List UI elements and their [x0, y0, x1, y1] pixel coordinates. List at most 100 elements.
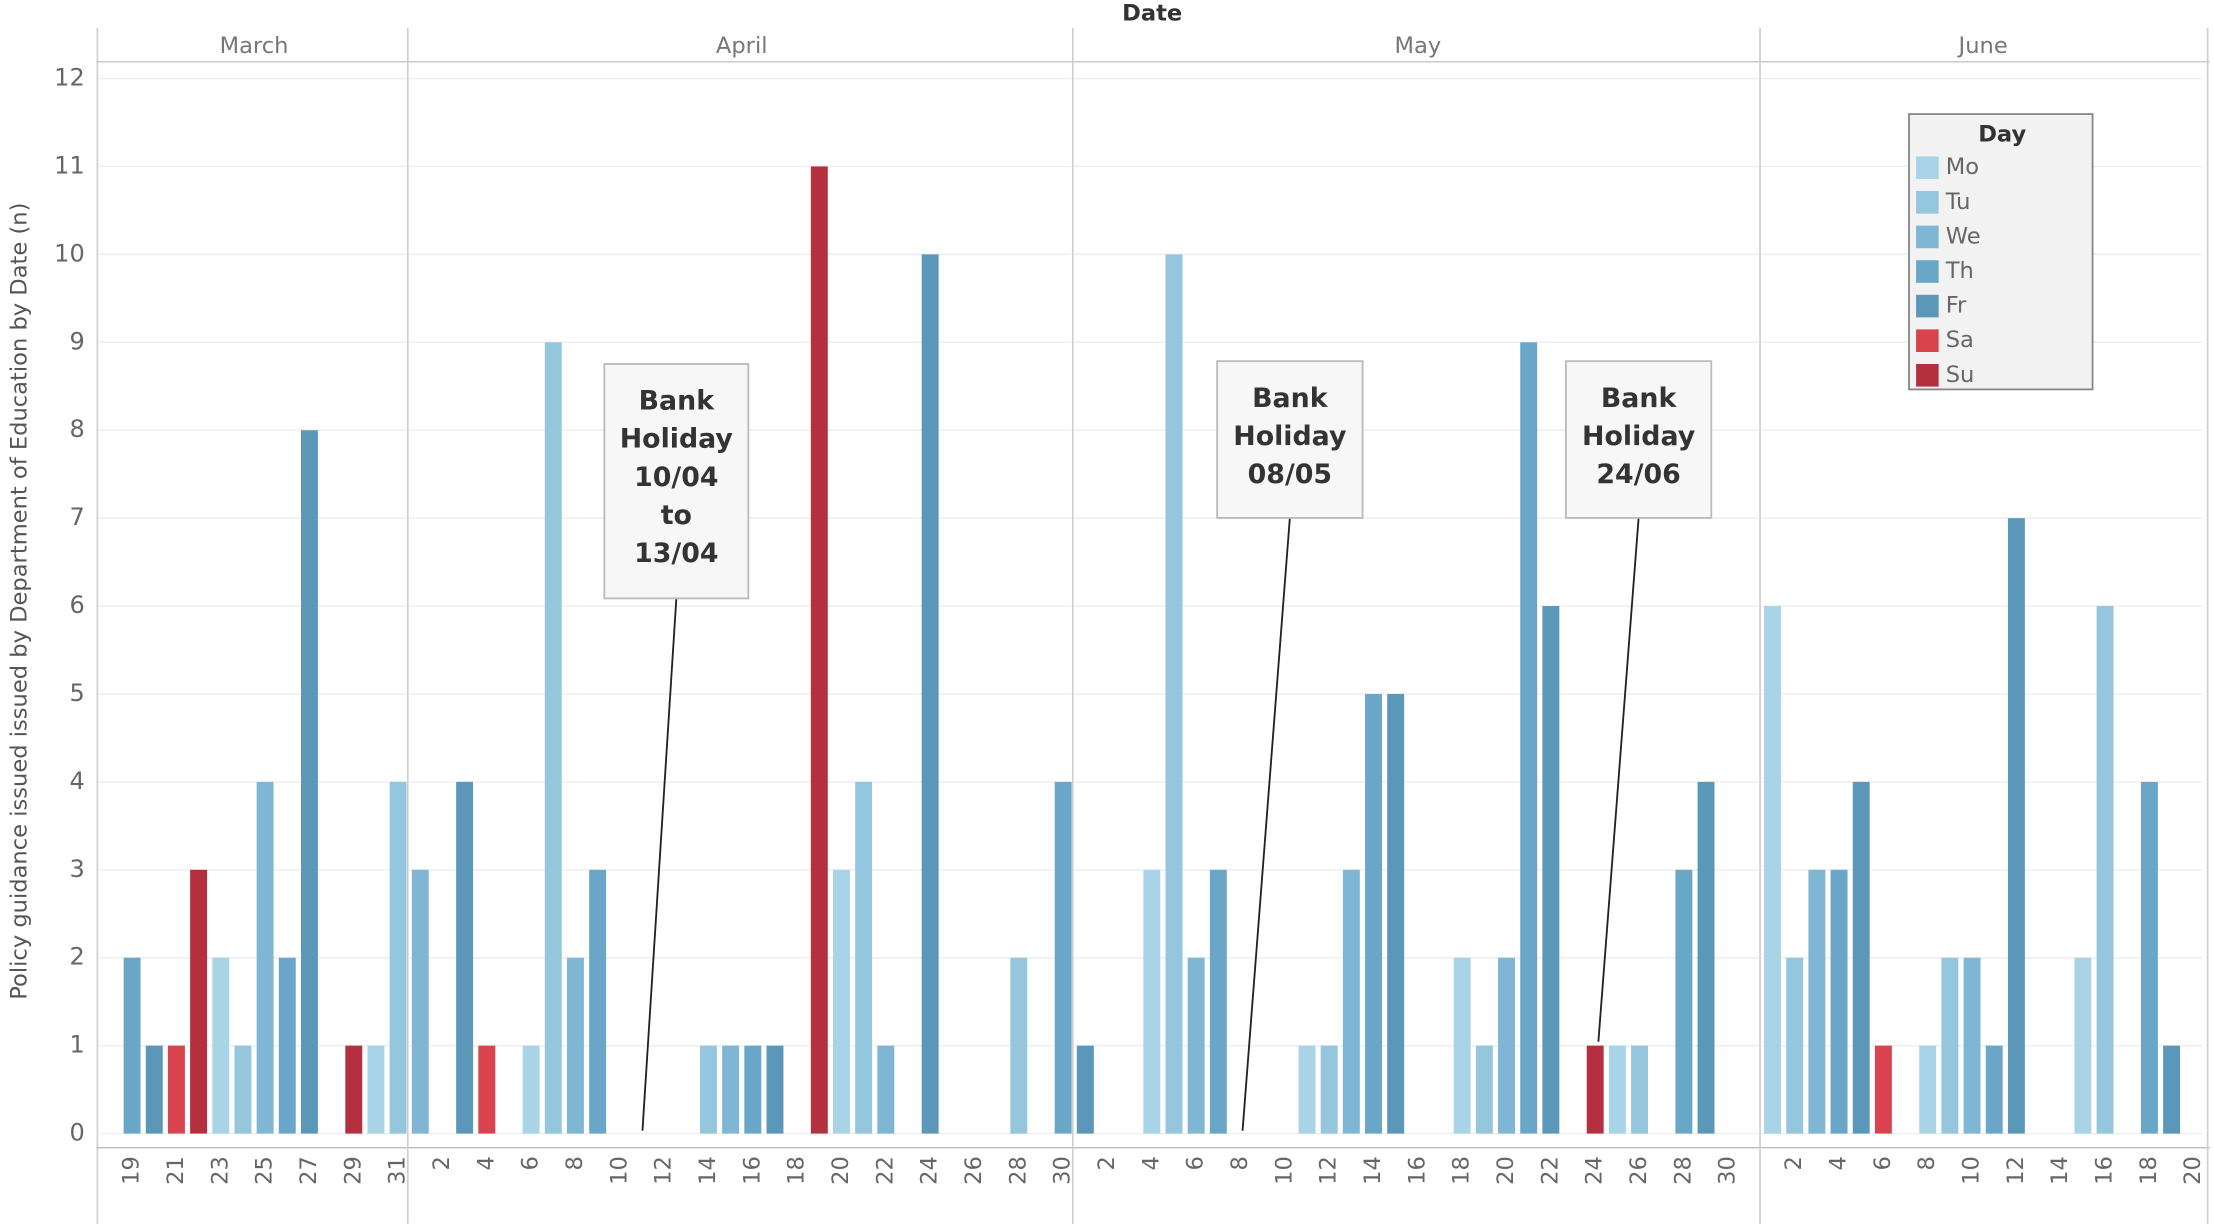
bar: [1187, 957, 1205, 1134]
bar: [2096, 606, 2114, 1134]
x-tick-label: 4: [1138, 1156, 1164, 1170]
x-tick-label: 31: [385, 1156, 411, 1185]
bar: [145, 1045, 163, 1134]
y-tick-label: 11: [54, 151, 85, 179]
bar: [167, 1045, 185, 1134]
bar: [810, 166, 828, 1134]
x-tick-label: 14: [695, 1156, 721, 1185]
bar: [1631, 1045, 1649, 1134]
x-tick-label: 6: [518, 1156, 544, 1170]
bar: [123, 957, 141, 1134]
bar: [1165, 254, 1183, 1134]
bar: [833, 869, 850, 1134]
bar: [877, 1045, 895, 1134]
annotation-text: to: [661, 500, 692, 531]
bar: [1387, 693, 1405, 1134]
bar: [278, 957, 296, 1134]
x-tick-label: 29: [340, 1156, 366, 1185]
bar: [1941, 957, 1959, 1134]
y-tick-label: 9: [69, 327, 84, 355]
y-tick-label: 0: [69, 1119, 84, 1147]
x-tick-label: 4: [1826, 1156, 1852, 1170]
bar: [1852, 781, 1870, 1134]
x-tick-label: 30: [1715, 1156, 1741, 1185]
x-tick-label: 30: [1050, 1156, 1076, 1185]
bar: [544, 342, 562, 1134]
bar: [1076, 1045, 1094, 1134]
legend-swatch: [1916, 156, 1939, 180]
y-tick-label: 12: [54, 64, 85, 92]
annotation-box: [603, 363, 750, 600]
bar: [1985, 1045, 2003, 1134]
bar: [1764, 606, 1782, 1134]
legend-label: We: [1946, 223, 1981, 249]
bar: [212, 957, 230, 1134]
legend-label: Tu: [1945, 189, 1971, 215]
legend-swatch: [1916, 294, 1939, 318]
x-tick-label: 25: [252, 1156, 278, 1185]
x-tick-label: 16: [2092, 1156, 2118, 1185]
bar: [766, 1045, 784, 1134]
x-tick-label: 2: [1094, 1156, 1120, 1170]
x-tick-label: 18: [2136, 1156, 2162, 1185]
annotation-pointer: [641, 598, 678, 1131]
bar: [2007, 518, 2025, 1134]
bar: [1697, 781, 1715, 1134]
bar: [1608, 1045, 1626, 1134]
bar: [1010, 957, 1028, 1134]
y-tick-label: 4: [69, 767, 84, 795]
legend-swatch: [1916, 225, 1939, 249]
y-tick-label: 7: [69, 503, 84, 531]
annotation-pointer: [1241, 517, 1291, 1131]
x-tick-label: 20: [828, 1156, 854, 1185]
bar: [1209, 869, 1227, 1134]
bar: [2163, 1045, 2181, 1134]
legend-swatch: [1916, 363, 1939, 387]
annotation-box: [1216, 360, 1364, 519]
bar: [1365, 693, 1382, 1134]
x-tick-label: 22: [872, 1156, 898, 1185]
x-tick-label: 24: [917, 1156, 943, 1185]
legend-title: Day: [1978, 122, 2026, 148]
x-tick-label: 27: [296, 1156, 322, 1185]
legend-label: Su: [1946, 362, 1975, 388]
x-tick-label: 18: [1449, 1156, 1475, 1185]
x-tick-label: 21: [163, 1156, 189, 1185]
x-tick-label: 6: [1183, 1156, 1209, 1170]
panel-header: May: [1395, 33, 1442, 59]
x-tick-label: 2: [1781, 1156, 1807, 1170]
bar: [2140, 781, 2158, 1134]
annotation-text: 08/05: [1248, 459, 1332, 490]
legend-box: [1908, 113, 2094, 391]
x-tick-label: 23: [207, 1156, 233, 1185]
panel-header: June: [1957, 33, 2008, 59]
x-tick-label: 18: [784, 1156, 810, 1185]
x-tick-label: 20: [1493, 1156, 1519, 1185]
x-tick-label: 16: [1404, 1156, 1430, 1185]
annotation-box: [1564, 360, 1713, 519]
x-tick-label: 8: [562, 1156, 588, 1170]
x-tick-label: 14: [2047, 1156, 2073, 1185]
x-tick-label: 12: [2003, 1156, 2029, 1185]
legend-swatch: [1916, 329, 1939, 352]
bar: [1675, 869, 1693, 1134]
bar: [1143, 869, 1161, 1134]
bar: [2074, 957, 2092, 1134]
bar: [1830, 869, 1848, 1134]
bar: [1808, 869, 1826, 1134]
bar: [190, 869, 208, 1134]
panel-header: April: [716, 33, 768, 59]
y-axis-title: Policy guidance issued issued by Departm…: [6, 203, 32, 1000]
legend-label: Fr: [1946, 293, 1967, 319]
bar: [234, 1045, 252, 1134]
legend-swatch: [1916, 191, 1939, 214]
bar: [589, 869, 607, 1134]
x-tick-label: 10: [1271, 1156, 1297, 1185]
annotation-text: Holiday: [620, 424, 733, 455]
annotation-text: Holiday: [1233, 421, 1346, 452]
x-tick-label: 19: [119, 1156, 145, 1185]
annotation-text: 13/04: [634, 538, 718, 569]
legend-label: Mo: [1946, 154, 1979, 180]
y-tick-label: 2: [69, 943, 84, 971]
